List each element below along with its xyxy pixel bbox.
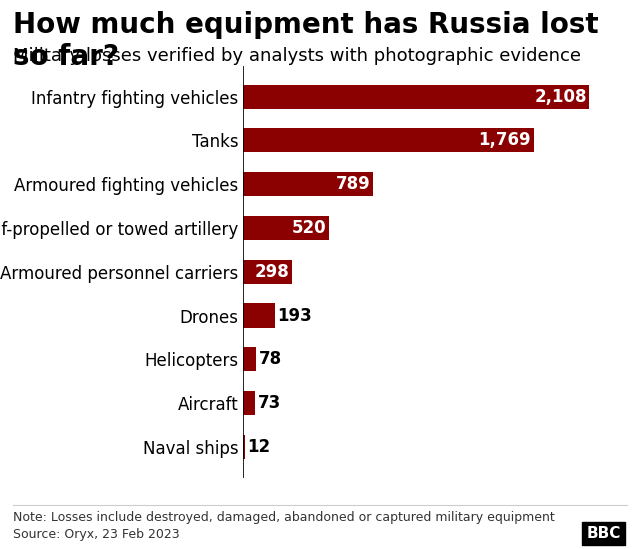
Bar: [243, 348, 256, 371]
Text: 12: 12: [248, 438, 271, 456]
Bar: [243, 435, 245, 459]
Bar: [243, 216, 328, 240]
Text: 520: 520: [291, 219, 326, 237]
Text: Source: Oryx, 23 Feb 2023: Source: Oryx, 23 Feb 2023: [13, 528, 179, 541]
Text: BBC: BBC: [586, 526, 621, 541]
Bar: [243, 128, 534, 153]
Text: Note: Losses include destroyed, damaged, abandoned or captured military equipmen: Note: Losses include destroyed, damaged,…: [13, 511, 554, 524]
Text: 298: 298: [255, 263, 290, 281]
Text: 789: 789: [335, 175, 371, 193]
Text: 1,769: 1,769: [479, 131, 531, 149]
Text: 193: 193: [277, 306, 312, 324]
Bar: [243, 85, 589, 109]
Bar: [243, 172, 372, 196]
Text: Military losses verified by analysts with photographic evidence: Military losses verified by analysts wit…: [13, 47, 581, 65]
Text: 73: 73: [258, 394, 281, 412]
Bar: [243, 391, 255, 415]
Bar: [243, 304, 275, 328]
Text: 2,108: 2,108: [534, 88, 587, 105]
Bar: [243, 260, 292, 284]
Text: How much equipment has Russia lost so far?: How much equipment has Russia lost so fa…: [13, 11, 598, 71]
Text: 78: 78: [259, 350, 282, 368]
